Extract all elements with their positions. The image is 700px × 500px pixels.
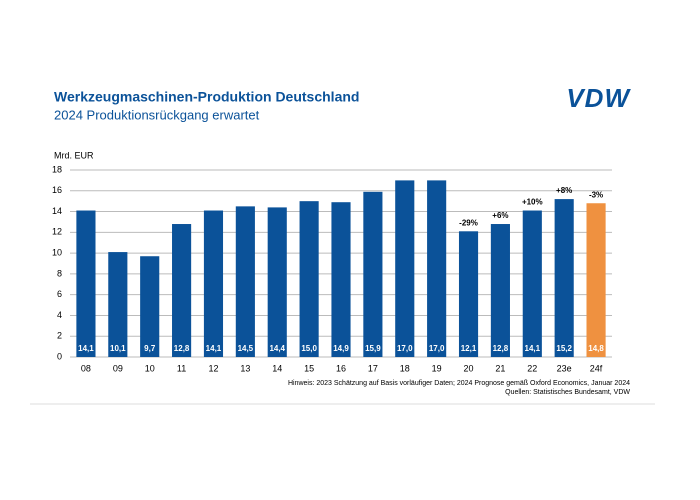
bar	[458, 231, 479, 357]
chart-title: Werkzeugmaschinen-Produktion Deutschland	[54, 89, 359, 105]
x-tick-label: 18	[400, 363, 410, 373]
x-tick-label: 19	[432, 363, 442, 373]
x-tick-label: 12	[208, 363, 218, 373]
annotation: +6%	[492, 211, 508, 220]
y-tick-label: 16	[52, 185, 62, 195]
bar	[76, 210, 96, 357]
bar	[490, 224, 510, 357]
bar	[108, 252, 128, 357]
bar	[172, 224, 192, 357]
bar	[140, 256, 160, 357]
bar	[363, 191, 383, 357]
y-axis-label: Mrd. EUR	[54, 150, 94, 160]
y-tick-label: 14	[52, 206, 62, 216]
x-tick-label: 22	[527, 363, 537, 373]
y-tick-label: 8	[57, 268, 62, 278]
value-label: 14,9	[333, 344, 349, 353]
annotation: -29%	[459, 218, 478, 227]
y-tick-label: 12	[52, 227, 62, 237]
bar	[522, 210, 542, 357]
value-label: 15,0	[301, 344, 317, 353]
value-label: 9,7	[144, 344, 156, 353]
y-tick-label: 4	[57, 310, 62, 320]
annotation: +10%	[522, 198, 543, 207]
value-label: 14,4	[269, 344, 285, 353]
value-label: 15,2	[556, 344, 572, 353]
value-label: 14,8	[588, 344, 604, 353]
x-tick-label: 24f	[590, 363, 603, 373]
x-tick-label: 17	[368, 363, 378, 373]
x-tick-label: 15	[304, 363, 314, 373]
x-tick-label: 13	[240, 363, 250, 373]
x-tick-label: 10	[145, 363, 155, 373]
x-tick-label: 16	[336, 363, 346, 373]
x-tick-label: 21	[495, 363, 505, 373]
logo: VDW	[566, 83, 631, 113]
value-label: 12,8	[493, 344, 509, 353]
bar	[331, 202, 351, 357]
y-tick-label: 6	[57, 289, 62, 299]
x-tick-label: 08	[81, 363, 91, 373]
value-label: 14,1	[206, 344, 222, 353]
bar	[299, 201, 319, 357]
y-tick-label: 0	[57, 351, 62, 361]
value-label: 15,9	[365, 344, 381, 353]
value-label: 14,5	[238, 344, 254, 353]
value-label: 14,1	[78, 344, 94, 353]
x-tick-label: 11	[177, 363, 186, 373]
bar	[235, 206, 255, 357]
bar	[586, 203, 606, 357]
value-label: 17,0	[429, 344, 445, 353]
y-tick-label: 2	[57, 331, 62, 341]
annotation: -3%	[589, 190, 603, 199]
value-label: 14,1	[525, 344, 541, 353]
y-tick-label: 10	[52, 247, 62, 257]
x-tick-label: 14	[272, 363, 282, 373]
x-tick-label: 20	[464, 363, 474, 373]
bar	[203, 210, 224, 357]
x-tick-label: 23e	[557, 363, 572, 373]
annotation: +8%	[556, 186, 572, 195]
chart-subtitle: 2024 Produktionsrückgang erwartet	[54, 107, 260, 122]
bar	[427, 180, 447, 357]
value-label: 17,0	[397, 344, 413, 353]
value-label: 12,1	[461, 344, 477, 353]
value-label: 10,1	[110, 344, 126, 353]
bar	[267, 207, 287, 357]
bar	[395, 180, 415, 357]
value-label: 12,8	[174, 344, 190, 353]
note: Quellen: Statistisches Bundesamt, VDW	[505, 389, 630, 396]
y-tick-label: 18	[52, 164, 62, 174]
x-tick-label: 09	[113, 363, 123, 373]
note: Hinweis: 2023 Schätzung auf Basis vorläu…	[288, 380, 630, 387]
bar	[554, 199, 574, 357]
